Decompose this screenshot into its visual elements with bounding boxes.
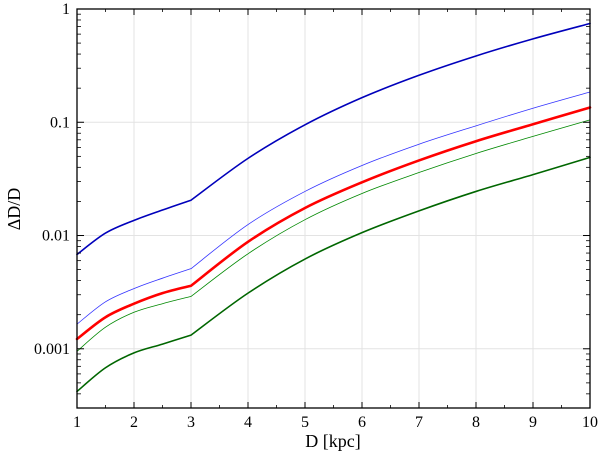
x-tick-label: 2 [130, 414, 138, 431]
x-tick-label: 8 [472, 414, 480, 431]
x-tick-label: 3 [187, 414, 195, 431]
series-line-5 [76, 156, 591, 393]
y-axis-label: ΔD/D [4, 188, 24, 231]
series-line-3 [75, 106, 592, 341]
series-line-2 [76, 91, 591, 325]
tick-labels: 1 2 3 4 5 6 7 8 9 10 0.001 0.01 0.1 1 [34, 1, 598, 431]
series-layer [75, 22, 592, 393]
x-tick-label: 4 [244, 414, 252, 431]
plot-frame [76, 8, 591, 409]
y-tick-label: 1 [62, 1, 70, 18]
x-axis-label: D [kpc] [305, 431, 360, 451]
series-line-1 [76, 22, 591, 256]
x-tick-label: 5 [301, 414, 309, 431]
ticks [76, 8, 591, 409]
y-tick-label: 0.001 [34, 341, 70, 358]
x-tick-label: 7 [415, 414, 423, 431]
x-tick-label: 6 [358, 414, 366, 431]
x-tick-label: 9 [529, 414, 537, 431]
y-tick-label: 0.01 [42, 228, 70, 245]
x-tick-label: 10 [582, 414, 598, 431]
x-tick-label: 1 [73, 414, 81, 431]
grid [77, 8, 590, 408]
y-tick-label: 0.1 [50, 114, 70, 131]
series-line-4 [76, 119, 591, 352]
